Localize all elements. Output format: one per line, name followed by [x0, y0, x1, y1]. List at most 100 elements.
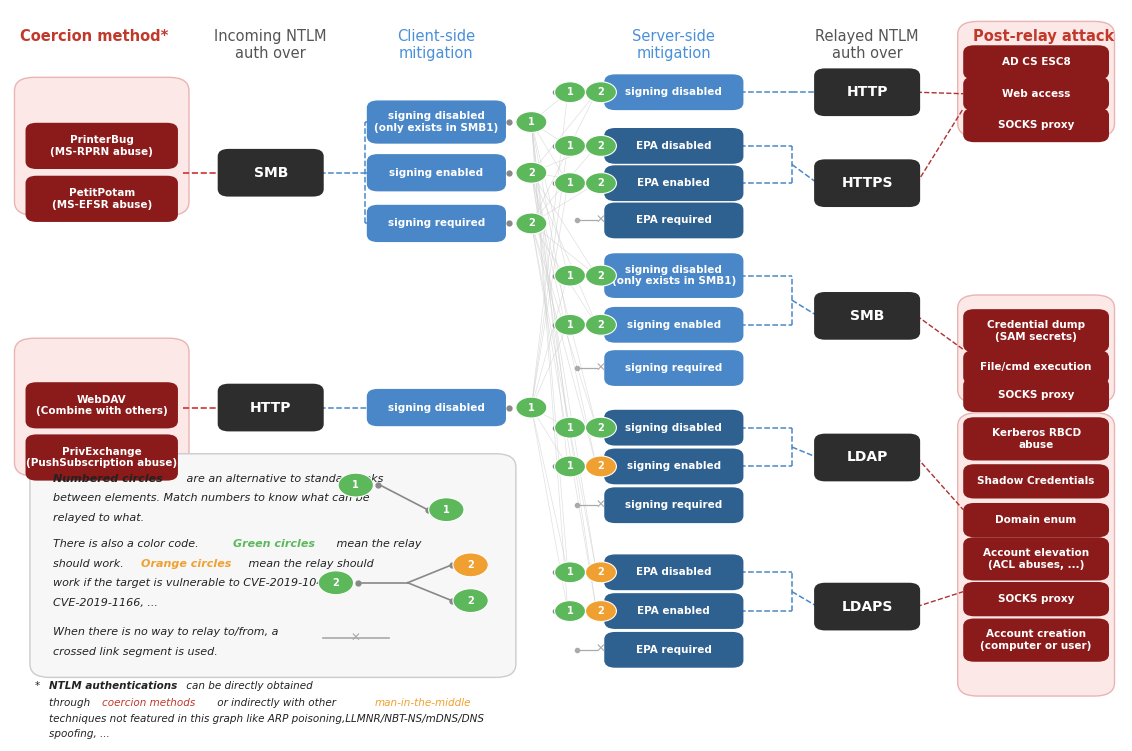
FancyBboxPatch shape [26, 382, 178, 428]
FancyBboxPatch shape [604, 410, 744, 445]
Text: HTTP: HTTP [847, 85, 887, 99]
Text: work if the target is vulnerable to CVE-2019-1040,: work if the target is vulnerable to CVE-… [53, 578, 334, 588]
FancyBboxPatch shape [367, 205, 506, 242]
Text: 2: 2 [333, 578, 340, 588]
Text: 2: 2 [598, 461, 604, 472]
Text: signing disabled
(only exists in SMB1): signing disabled (only exists in SMB1) [375, 111, 498, 133]
Text: SMB: SMB [254, 166, 288, 179]
Text: 2: 2 [598, 423, 604, 433]
Text: signing enabled: signing enabled [627, 320, 721, 330]
Circle shape [516, 397, 547, 418]
FancyBboxPatch shape [963, 378, 1109, 412]
Text: ✕: ✕ [597, 214, 606, 227]
Circle shape [555, 456, 585, 477]
Text: 2: 2 [598, 87, 604, 97]
Circle shape [516, 112, 547, 132]
Text: 2: 2 [598, 567, 604, 578]
Circle shape [555, 601, 585, 622]
Text: AD CS ESC8: AD CS ESC8 [1002, 57, 1071, 68]
Text: should work.: should work. [53, 559, 128, 569]
Text: CVE-2019-1166, ...: CVE-2019-1166, ... [53, 598, 158, 608]
FancyBboxPatch shape [604, 554, 744, 590]
FancyBboxPatch shape [814, 159, 920, 207]
FancyBboxPatch shape [604, 350, 744, 386]
Text: spoofing, ...: spoofing, ... [49, 728, 110, 739]
Circle shape [585, 265, 617, 286]
Text: 2: 2 [598, 141, 604, 151]
Text: signing enabled: signing enabled [389, 167, 483, 178]
Text: Post-relay attack: Post-relay attack [974, 29, 1115, 44]
Text: Account elevation
(ACL abuses, ...): Account elevation (ACL abuses, ...) [983, 548, 1089, 570]
Text: SMB: SMB [850, 309, 884, 323]
Text: 1: 1 [352, 480, 359, 490]
Text: 2: 2 [598, 606, 604, 616]
FancyBboxPatch shape [604, 593, 744, 629]
Text: 1: 1 [567, 461, 574, 472]
FancyBboxPatch shape [963, 77, 1109, 111]
Circle shape [318, 571, 353, 595]
Circle shape [555, 315, 585, 335]
FancyBboxPatch shape [29, 454, 516, 677]
Circle shape [555, 82, 585, 103]
Text: signing required: signing required [388, 219, 484, 228]
Text: can be directly obtained: can be directly obtained [183, 681, 314, 691]
Text: EPA disabled: EPA disabled [636, 141, 712, 151]
Text: When there is no way to relay to/from, a: When there is no way to relay to/from, a [53, 627, 278, 638]
FancyBboxPatch shape [26, 176, 178, 222]
Text: NTLM authentications: NTLM authentications [49, 681, 177, 691]
Text: There is also a color code.: There is also a color code. [53, 539, 203, 550]
Circle shape [585, 135, 617, 156]
Text: 1: 1 [567, 178, 574, 189]
FancyBboxPatch shape [604, 74, 744, 110]
Circle shape [516, 213, 547, 234]
FancyBboxPatch shape [604, 253, 744, 298]
Text: 1: 1 [567, 141, 574, 151]
Text: are an alternative to standard links: are an alternative to standard links [183, 474, 384, 484]
Text: 2: 2 [598, 320, 604, 330]
FancyBboxPatch shape [814, 292, 920, 339]
FancyBboxPatch shape [958, 413, 1115, 696]
FancyBboxPatch shape [963, 582, 1109, 617]
Text: relayed to what.: relayed to what. [53, 513, 144, 523]
FancyBboxPatch shape [367, 389, 506, 426]
Text: *: * [35, 681, 44, 691]
Circle shape [453, 553, 488, 577]
Circle shape [585, 418, 617, 438]
Circle shape [585, 456, 617, 477]
Text: 2: 2 [528, 219, 534, 228]
Circle shape [453, 589, 488, 613]
FancyBboxPatch shape [958, 22, 1115, 137]
Text: ✕: ✕ [597, 644, 606, 656]
Text: EPA required: EPA required [636, 216, 712, 225]
Text: 1: 1 [567, 606, 574, 616]
Text: coercion methods: coercion methods [102, 698, 195, 707]
Text: Relayed NTLM
auth over: Relayed NTLM auth over [815, 29, 919, 62]
Circle shape [585, 562, 617, 583]
Circle shape [429, 498, 464, 522]
Text: 1: 1 [567, 423, 574, 433]
FancyBboxPatch shape [963, 309, 1109, 352]
Text: Coercion method*: Coercion method* [20, 29, 169, 44]
Text: mean the relay: mean the relay [333, 539, 421, 550]
Circle shape [555, 418, 585, 438]
Circle shape [338, 473, 374, 497]
FancyBboxPatch shape [604, 487, 744, 523]
FancyBboxPatch shape [963, 418, 1109, 460]
FancyBboxPatch shape [814, 583, 920, 630]
Text: ✕: ✕ [351, 632, 361, 644]
FancyBboxPatch shape [963, 619, 1109, 662]
Circle shape [585, 82, 617, 103]
Text: Numbered circles: Numbered circles [53, 474, 163, 484]
FancyBboxPatch shape [958, 295, 1115, 403]
Text: Account creation
(computer or user): Account creation (computer or user) [980, 629, 1091, 651]
Text: 1: 1 [443, 505, 449, 514]
Text: Web access: Web access [1002, 89, 1070, 98]
FancyBboxPatch shape [26, 434, 178, 481]
FancyBboxPatch shape [963, 503, 1109, 537]
Text: 2: 2 [598, 270, 604, 281]
FancyBboxPatch shape [963, 537, 1109, 581]
FancyBboxPatch shape [963, 45, 1109, 80]
Text: signing disabled
(only exists in SMB1): signing disabled (only exists in SMB1) [611, 265, 736, 286]
Text: 1: 1 [567, 320, 574, 330]
Circle shape [555, 173, 585, 194]
